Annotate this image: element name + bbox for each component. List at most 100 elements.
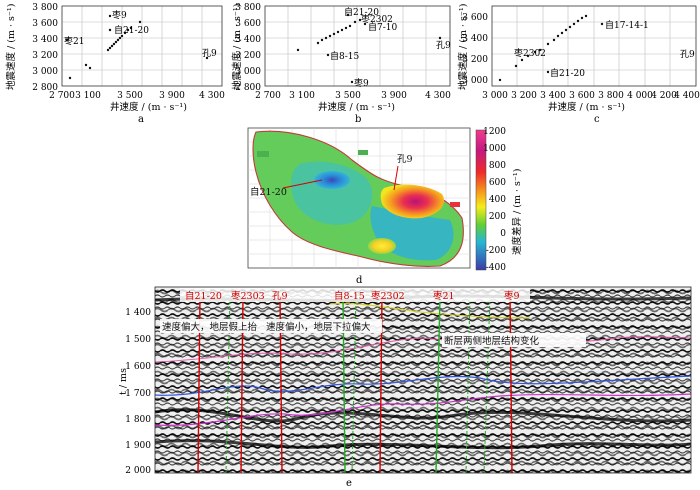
point-label: 枣2302 xyxy=(361,14,393,25)
well-label: 枣21 xyxy=(433,291,455,302)
point-label: 孔9 xyxy=(202,48,217,59)
xc-tick: 3 000 xyxy=(482,91,508,101)
caption-d: d xyxy=(356,275,363,286)
plot-c-frame xyxy=(491,5,697,87)
point-label: 自21-20 xyxy=(550,67,585,79)
well-label: 枣2303 xyxy=(231,291,265,302)
yc-tick: 3 400 xyxy=(462,34,488,44)
plot-a-frame xyxy=(61,5,223,87)
map-pointer-k9 xyxy=(393,165,399,191)
ya-tick: 3 000 xyxy=(32,67,58,77)
section-y-tick: 1 400 xyxy=(125,308,151,318)
point-label: 孔9 xyxy=(436,40,451,51)
section-y-tick: 1 800 xyxy=(125,415,151,425)
horizon-pink xyxy=(154,336,692,363)
well-label: 自8-15 xyxy=(334,290,365,302)
xa-tick: 2 700 xyxy=(49,91,75,101)
yc-tick: 3 200 xyxy=(462,55,488,65)
section-annotation: 速度偏小，地层下拉偏大 xyxy=(266,321,371,333)
map-teal-zone xyxy=(291,161,373,225)
plot-b-frame xyxy=(264,5,451,87)
well-label-band xyxy=(180,288,530,302)
section-y-tick: 1 500 xyxy=(125,335,151,345)
xa-label: 井速度 / (m · s⁻¹) xyxy=(110,101,187,113)
plot-a-grid xyxy=(62,6,222,86)
yb-tick: 3 000 xyxy=(235,67,261,77)
map-label: 自21-20 xyxy=(250,186,287,198)
section-annotation: 断层两侧地层结构变化 xyxy=(444,335,540,347)
map-pointer-z2120 xyxy=(282,179,323,189)
plot-b-points xyxy=(296,13,442,84)
colorbar-tick: 400 xyxy=(489,195,506,205)
xc-label: 井速度 / (m · s⁻¹) xyxy=(548,101,625,113)
point-label: 孔9 xyxy=(680,49,695,60)
map-field xyxy=(252,130,464,267)
yb-label: 地震速度 / (m · s⁻¹) xyxy=(231,4,243,90)
yb-tick: 3 800 xyxy=(235,3,261,13)
colorbar-tick: 800 xyxy=(489,161,506,171)
ya-label: 地震速度 / (m · s⁻¹) xyxy=(5,4,17,90)
xc-tick: 3 600 xyxy=(569,91,595,101)
caption-c: c xyxy=(594,114,600,125)
section-background xyxy=(155,287,691,473)
xb-label: 井速度 / (m · s⁻¹) xyxy=(318,101,395,113)
plot-c-points xyxy=(498,14,604,82)
xc-tick: 4 400 xyxy=(674,91,700,101)
section-y-tick: 1 600 xyxy=(125,362,151,372)
xb-tick: 2 700 xyxy=(255,91,281,101)
yc-label: 地震速度 / (m · s⁻¹) xyxy=(457,4,469,90)
xc-tick: 4 200 xyxy=(651,91,677,101)
ya-tick: 3 600 xyxy=(32,19,58,29)
ya-tick: 2 800 xyxy=(32,83,58,93)
map-grid xyxy=(248,128,470,268)
map-marker xyxy=(257,151,269,157)
colorbar-tick: 1200 xyxy=(483,127,506,137)
horizon-yellow xyxy=(329,303,531,319)
colorbar-tick: -200 xyxy=(486,246,506,256)
colorbar-tick: -400 xyxy=(486,263,506,273)
caption-b: b xyxy=(355,114,361,125)
xc-tick: 3 400 xyxy=(540,91,566,101)
point-label: 枣9 xyxy=(112,10,127,21)
xb-tick: 4 300 xyxy=(425,91,451,101)
section-y-tick: 2 000 xyxy=(125,466,151,476)
well-label: 孔9 xyxy=(272,291,288,302)
yb-tick: 3 200 xyxy=(235,51,261,61)
point-label: 自17-14-1 xyxy=(605,19,649,31)
point-label: 枣21 xyxy=(64,36,84,47)
fault-lines xyxy=(225,295,491,474)
xb-tick: 3 100 xyxy=(289,91,315,101)
colorbar-tick: 1000 xyxy=(483,144,506,154)
point-label: 枣2302 xyxy=(514,48,546,59)
xb-tick: 3 500 xyxy=(335,91,361,101)
xb-tick: 3 900 xyxy=(381,91,407,101)
yb-tick: 3 400 xyxy=(235,35,261,45)
colorbar-label: 速度差异 / (m · s⁻¹) xyxy=(511,169,523,255)
map-marker xyxy=(450,202,460,207)
xa-tick: 3 100 xyxy=(75,91,101,101)
colorbar-tick: 600 xyxy=(489,178,506,188)
yb-tick: 2 800 xyxy=(235,83,261,93)
yc-tick: 3 000 xyxy=(462,76,488,86)
point-label: 自21-20 xyxy=(344,6,379,18)
well-tracks xyxy=(197,295,513,474)
annotation-box xyxy=(442,333,586,347)
xa-tick: 3 500 xyxy=(117,91,143,101)
section-texture xyxy=(155,287,691,473)
well-label: 自21-20 xyxy=(185,290,222,302)
map-yellow-zone xyxy=(368,238,396,254)
caption-e: e xyxy=(346,478,352,489)
map-high-zone xyxy=(380,184,444,219)
map-marker xyxy=(358,150,368,155)
point-label: 自8-15 xyxy=(330,50,359,62)
section-y-label: t / ms xyxy=(118,368,129,395)
well-label: 枣2302 xyxy=(371,291,405,302)
caption-a: a xyxy=(138,114,144,125)
map-cool-band xyxy=(370,206,454,261)
yc-tick: 3 600 xyxy=(462,13,488,23)
xc-tick: 3 800 xyxy=(598,91,624,101)
xa-tick: 4 300 xyxy=(199,91,225,101)
plot-a-points xyxy=(65,14,209,80)
